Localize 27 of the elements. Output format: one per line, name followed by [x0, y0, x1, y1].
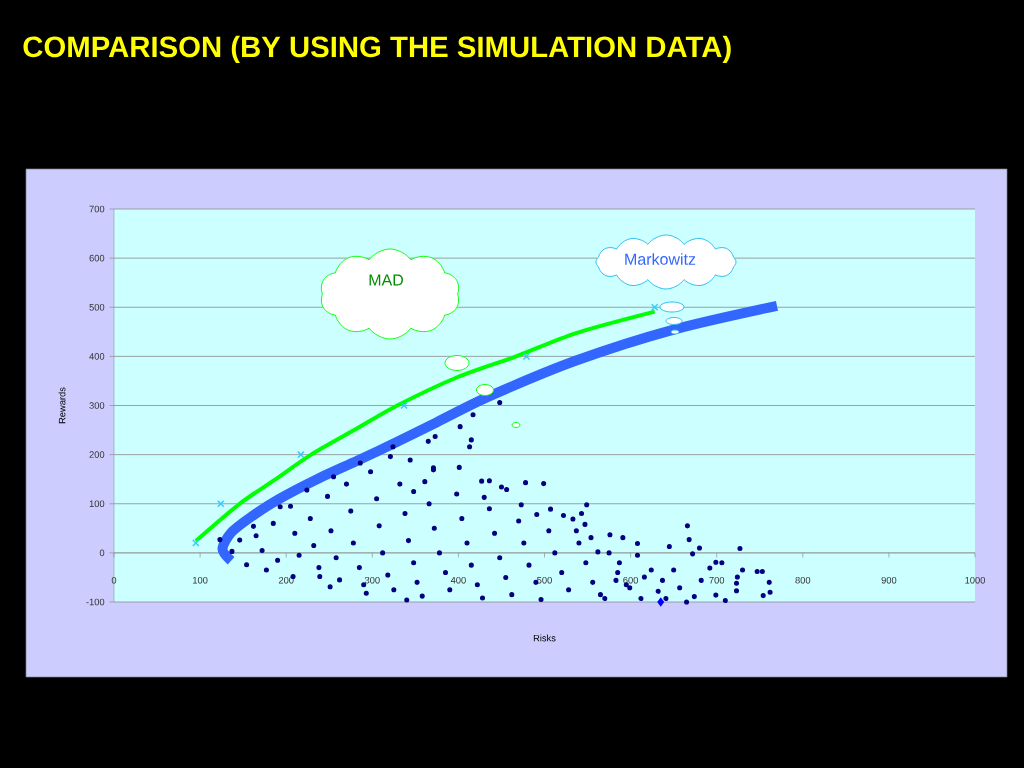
x-tick-label: 700: [709, 576, 725, 584]
y-tick-label: 200: [89, 451, 105, 458]
x-tick-label: 100: [193, 576, 208, 584]
x-axis-title: Risks: [533, 634, 556, 642]
y-tick-label: 100: [89, 500, 105, 508]
x-tick-label: 600: [623, 576, 639, 584]
y-tick-label: -100: [86, 598, 105, 606]
point: [217, 499, 225, 508]
y-axis-title: Rewards: [58, 387, 66, 424]
y-tick-label: 600: [89, 254, 105, 262]
y-tick-label: 300: [89, 402, 105, 409]
x-tick-label: 900: [881, 576, 897, 584]
line-series: [193, 309, 657, 544]
x-tick-label: 400: [450, 576, 466, 584]
point: [657, 597, 665, 607]
x-tick-label: 0: [111, 576, 117, 584]
y-tick-label: 500: [89, 303, 105, 311]
x-tick-label: 800: [795, 576, 811, 584]
x-tick-label: 500: [537, 576, 552, 584]
x-tick-label: 300: [364, 576, 380, 584]
y-tick-label: 0: [99, 549, 105, 557]
y-tick-label: 400: [89, 353, 105, 360]
y-tick-label: 700: [89, 205, 105, 213]
text: Markowitz: [625, 253, 696, 265]
x-tick-label: 1000: [965, 576, 986, 584]
legend-label: MAD: [369, 274, 404, 286]
chart-title: COMPARISON (BY USING THE SIMULATION DATA): [23, 35, 731, 64]
